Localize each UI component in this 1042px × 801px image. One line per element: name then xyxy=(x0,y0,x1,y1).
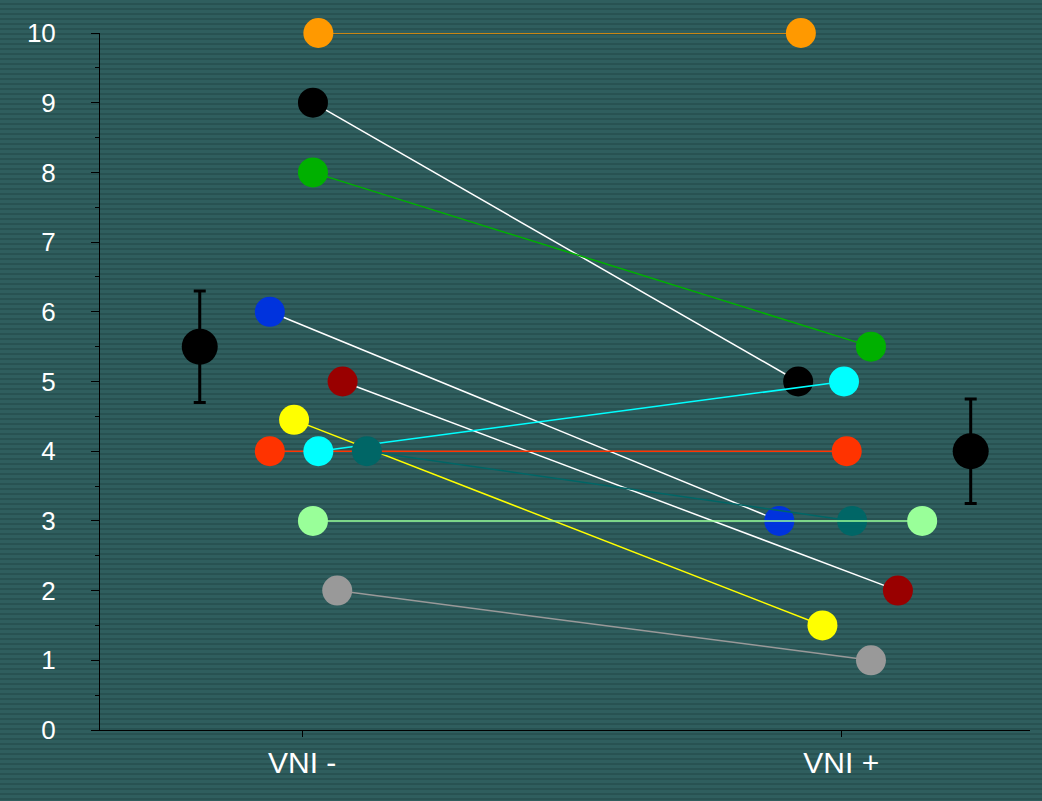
svg-text:4: 4 xyxy=(41,436,55,466)
svg-text:VNI -: VNI - xyxy=(268,746,336,779)
svg-text:7: 7 xyxy=(41,227,55,257)
svg-text:10: 10 xyxy=(27,18,56,48)
svg-text:2: 2 xyxy=(41,576,55,606)
svg-text:5: 5 xyxy=(41,367,55,397)
svg-text:VNI +: VNI + xyxy=(803,746,879,779)
svg-text:6: 6 xyxy=(41,297,55,327)
svg-text:1: 1 xyxy=(41,645,55,675)
svg-text:9: 9 xyxy=(41,88,55,118)
svg-text:3: 3 xyxy=(41,506,55,536)
svg-text:0: 0 xyxy=(41,715,55,745)
svg-text:8: 8 xyxy=(41,158,55,188)
